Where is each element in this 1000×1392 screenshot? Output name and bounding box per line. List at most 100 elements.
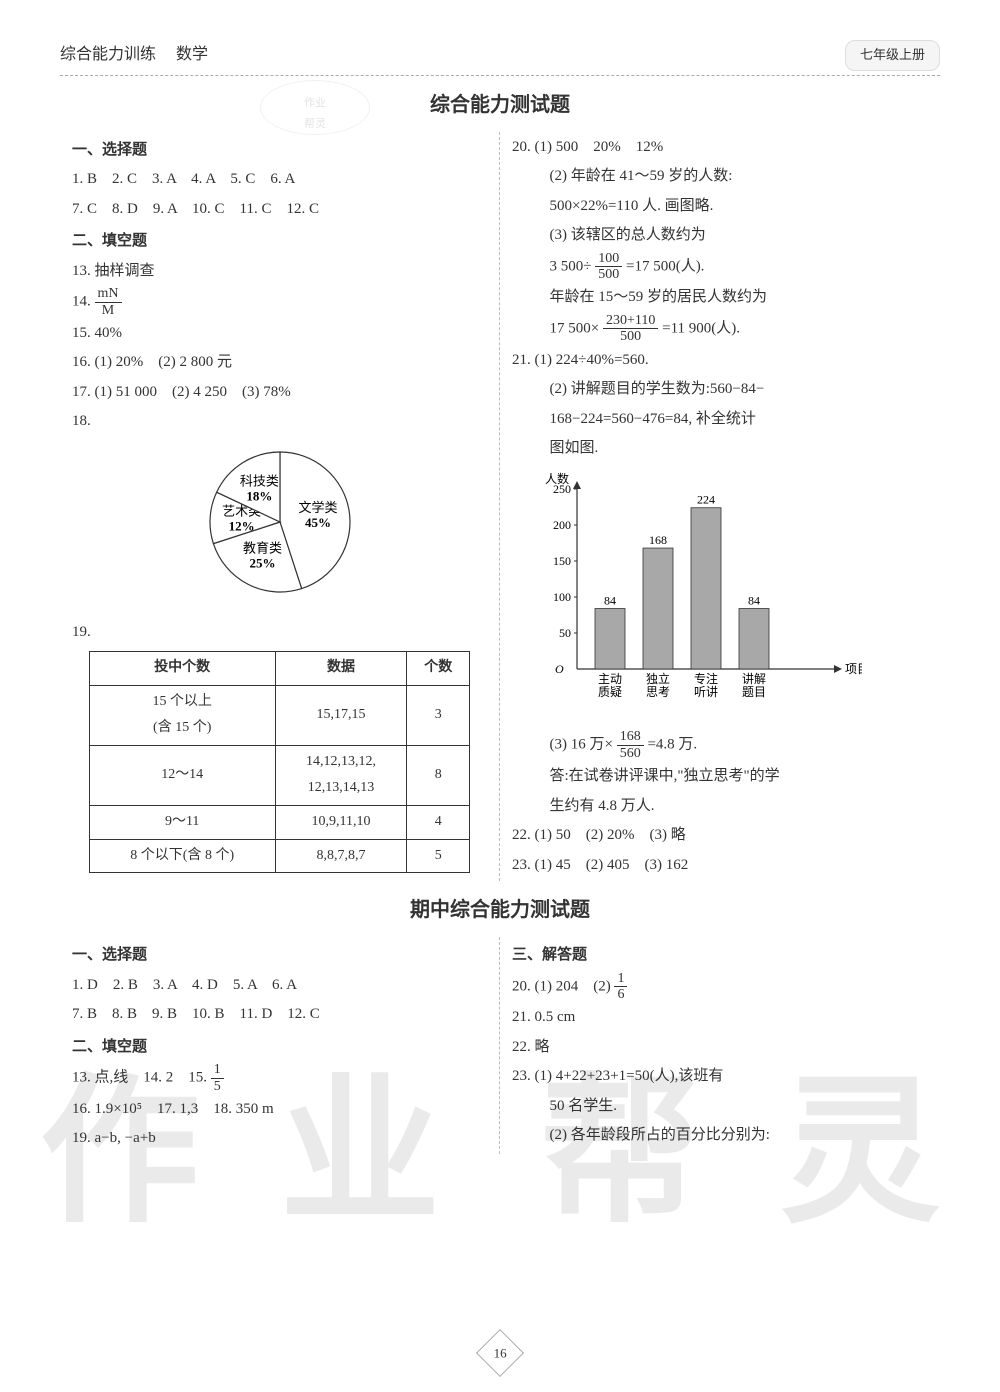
q21-l4: 图如图. bbox=[512, 434, 928, 463]
q13: 13. 抽样调查 bbox=[72, 257, 487, 286]
q20-l5a: 3 500÷ bbox=[550, 258, 592, 274]
table-cell: 12～14 bbox=[89, 745, 275, 805]
q21-l5b: =4.8 万. bbox=[647, 737, 697, 753]
q20-l7a: 17 500× bbox=[550, 320, 600, 336]
stamp-line1: 作业 bbox=[261, 93, 369, 114]
q20-l5: 3 500÷ 100 500 =17 500(人). bbox=[512, 251, 928, 283]
svg-text:科技类: 科技类 bbox=[239, 473, 278, 488]
svg-text:专注: 专注 bbox=[694, 671, 718, 686]
svg-text:200: 200 bbox=[553, 518, 571, 532]
t2-mc2: 7. B 8. B 9. B 10. B 11. D 12. C bbox=[72, 1000, 487, 1029]
table-cell: 15,17,15 bbox=[275, 685, 406, 745]
grade-badge: 七年级上册 bbox=[845, 40, 940, 71]
q21-l5: (3) 16 万× 168 560 =4.8 万. bbox=[512, 729, 928, 761]
t2-q23-l3: (2) 各年龄段所占的百分比分别为: bbox=[512, 1121, 928, 1150]
svg-text:100: 100 bbox=[553, 590, 571, 604]
svg-text:思考: 思考 bbox=[646, 685, 670, 699]
q22: 22. (1) 50 (2) 20% (3) 略 bbox=[512, 821, 928, 850]
svg-text:25%: 25% bbox=[249, 555, 275, 570]
table-cell: 3 bbox=[407, 685, 470, 745]
t2-q15-frac: 1 5 bbox=[211, 1062, 224, 1094]
page-diamond: 16 bbox=[476, 1329, 524, 1377]
q14-num: mN bbox=[95, 286, 122, 302]
book-title: 综合能力训练 bbox=[60, 46, 156, 63]
bar-chart: 50100150200250O人数项目84主动质疑168独立思考224专注听讲8… bbox=[532, 471, 862, 711]
q21-l7: 生约有 4.8 万人. bbox=[512, 792, 928, 821]
svg-text:84: 84 bbox=[604, 593, 616, 607]
q20-l2: (2) 年龄在 41～59 岁的人数: bbox=[512, 162, 928, 191]
table-cell: 14,12,13,12,12,13,14,13 bbox=[275, 745, 406, 805]
bar-chart-wrap: 50100150200250O人数项目84主动质疑168独立思考224专注听讲8… bbox=[532, 471, 928, 722]
mc-answers-2: 7. C 8. D 9. A 10. C 11. C 12. C bbox=[72, 195, 487, 224]
test1-columns: 一、选择题 1. B 2. C 3. A 4. A 5. C 6. A 7. C… bbox=[60, 132, 940, 881]
q14-den: M bbox=[95, 303, 122, 318]
q19-table: 投中个数数据个数 15 个以上(含 15 个)15,17,15312～1414,… bbox=[89, 651, 471, 873]
q14: 14. mN M bbox=[72, 286, 487, 318]
svg-text:质疑: 质疑 bbox=[598, 684, 622, 699]
test2-columns: 一、选择题 1. D 2. B 3. A 4. D 5. A 6. A 7. B… bbox=[60, 937, 940, 1154]
section1-label: 一、选择题 bbox=[72, 136, 487, 165]
q20-l7b: =11 900(人). bbox=[662, 320, 740, 336]
table-row: 15 个以上(含 15 个)15,17,153 bbox=[89, 685, 470, 745]
q21-l1: 21. (1) 224÷40%=560. bbox=[512, 346, 928, 375]
t2-sec2: 二、填空题 bbox=[72, 1033, 487, 1062]
test2-title: 期中综合能力测试题 bbox=[60, 891, 940, 929]
table-row: 9～1110,9,11,104 bbox=[89, 805, 470, 839]
t2-q23-l2: 50 名学生. bbox=[512, 1092, 928, 1121]
right-column: 20. (1) 500 20% 12% (2) 年龄在 41～59 岁的人数: … bbox=[500, 132, 940, 881]
table-cell: 5 bbox=[407, 839, 470, 873]
t2-sec3: 三、解答题 bbox=[512, 941, 928, 970]
q20-frac1: 100 500 bbox=[595, 251, 622, 283]
q21-l3: 168−224=560−476=84, 补全统计 bbox=[512, 405, 928, 434]
table-cell: 10,9,11,10 bbox=[275, 805, 406, 839]
table-cell: 8 个以下(含 8 个) bbox=[89, 839, 275, 873]
q20-l1: 20. (1) 500 20% 12% bbox=[512, 133, 928, 162]
pie-chart: 文学类45%教育类25%艺术类12%科技类18% bbox=[180, 442, 380, 602]
svg-text:项目: 项目 bbox=[845, 662, 862, 676]
svg-text:84: 84 bbox=[748, 593, 760, 607]
t2-q16-18: 16. 1.9×10⁵ 17. 1,3 18. 350 m bbox=[72, 1095, 487, 1124]
table-cell: 8 bbox=[407, 745, 470, 805]
svg-text:O: O bbox=[555, 662, 564, 676]
svg-text:168: 168 bbox=[649, 533, 667, 547]
q20-l5b: =17 500(人). bbox=[626, 258, 704, 274]
section2-label: 二、填空题 bbox=[72, 227, 487, 256]
t2-q22: 22. 略 bbox=[512, 1033, 928, 1062]
svg-text:224: 224 bbox=[697, 492, 715, 506]
test2-right: 三、解答题 20. (1) 204 (2) 1 6 21. 0.5 cm 22.… bbox=[500, 937, 940, 1154]
q21-l6: 答:在试卷讲评课中,"独立思考"的学 bbox=[512, 762, 928, 791]
t2-q19: 19. a−b, −a+b bbox=[72, 1124, 487, 1153]
q20-l3: 500×22%=110 人. 画图略. bbox=[512, 192, 928, 221]
svg-text:45%: 45% bbox=[305, 515, 331, 530]
test1-title: 综合能力测试题 bbox=[60, 86, 940, 124]
q23: 23. (1) 45 (2) 405 (3) 162 bbox=[512, 851, 928, 880]
subject: 数学 bbox=[176, 46, 208, 63]
stamp-line2: 帮灵 bbox=[261, 114, 369, 135]
table-cell: 15 个以上(含 15 个) bbox=[89, 685, 275, 745]
t2-q20-frac: 1 6 bbox=[614, 971, 627, 1003]
table-row: 12～1414,12,13,12,12,13,14,138 bbox=[89, 745, 470, 805]
q21-l2: (2) 讲解题目的学生数为:560−84− bbox=[512, 375, 928, 404]
pie-chart-wrap: 文学类45%教育类25%艺术类12%科技类18% bbox=[72, 442, 487, 613]
svg-text:18%: 18% bbox=[246, 488, 272, 503]
svg-text:文学类: 文学类 bbox=[298, 500, 337, 515]
t2-q21: 21. 0.5 cm bbox=[512, 1003, 928, 1032]
q17: 17. (1) 51 000 (2) 4 250 (3) 78% bbox=[72, 378, 487, 407]
q18: 18. bbox=[72, 407, 487, 436]
stamp-watermark: 作业 帮灵 bbox=[260, 80, 370, 135]
svg-text:讲解: 讲解 bbox=[742, 671, 766, 686]
q20-l7: 17 500× 230+110 500 =11 900(人). bbox=[512, 313, 928, 345]
q21-l5a: (3) 16 万× bbox=[550, 737, 613, 753]
q14-fraction: mN M bbox=[95, 286, 122, 318]
q20-l6: 年龄在 15～59 岁的居民人数约为 bbox=[512, 283, 928, 312]
q19: 19. bbox=[72, 618, 487, 647]
q21-frac: 168 560 bbox=[617, 729, 644, 761]
t2-q13-15: 13. 点,线 14. 2 15. 1 5 bbox=[72, 1062, 487, 1094]
t2-sec1: 一、选择题 bbox=[72, 941, 487, 970]
q20-frac2: 230+110 500 bbox=[603, 313, 658, 345]
svg-text:12%: 12% bbox=[228, 519, 254, 534]
q14-prefix: 14. bbox=[72, 294, 95, 310]
svg-text:题目: 题目 bbox=[742, 685, 766, 699]
table-row: 8 个以下(含 8 个)8,8,7,8,75 bbox=[89, 839, 470, 873]
mc-answers-1: 1. B 2. C 3. A 4. A 5. C 6. A bbox=[72, 165, 487, 194]
